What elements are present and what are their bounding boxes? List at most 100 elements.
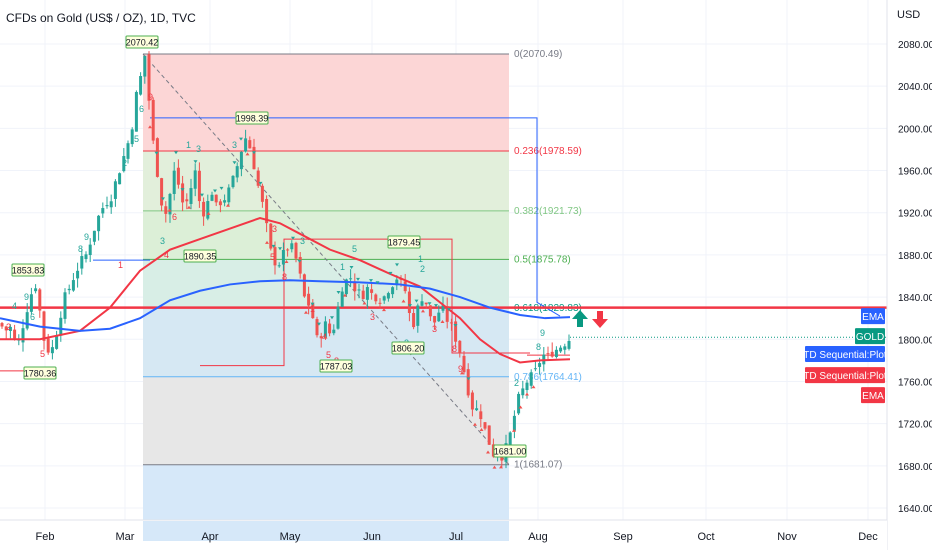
badge-text: EMA — [862, 391, 884, 402]
td-count: 1 — [340, 262, 345, 272]
candle-body — [441, 305, 445, 311]
td-setup-marker — [343, 293, 347, 297]
candle-body — [176, 167, 180, 185]
td-setup-marker — [460, 371, 464, 375]
price-label-box[interactable]: 1890.35 — [183, 249, 217, 263]
candle-body — [71, 280, 75, 291]
price-axis[interactable]: 2080.00 2040.00 2000.00 1960.00 1920.00 1880.… — [886, 0, 932, 550]
candle-body — [105, 205, 109, 207]
td-count: 1 — [310, 304, 315, 314]
price-label-box[interactable]: 1879.45 — [387, 235, 421, 249]
td-setup-marker — [232, 161, 237, 165]
candle-body — [21, 328, 25, 343]
candle-body — [151, 99, 155, 141]
signal-arrows — [572, 310, 608, 328]
fib-level-label: 0.382(1921.73) — [514, 206, 582, 217]
candle-body — [281, 250, 285, 265]
td-setup-marker — [271, 244, 276, 248]
price-annotations: 2465989125693461333583145815312389298122… — [6, 35, 545, 469]
ema-red-line[interactable] — [0, 216, 571, 364]
time-axis[interactable]: Feb Mar Apr May Jun Jul Aug Sep Oct Nov Dec — [0, 519, 887, 550]
td-setup-marker — [174, 151, 178, 155]
candle-body — [118, 173, 122, 185]
candle-body — [298, 256, 302, 274]
td-count: 5 — [352, 244, 357, 254]
td-plot-red-badge[interactable]: TD Sequential:Plot — [803, 367, 887, 384]
candle-body — [34, 288, 38, 292]
candle-body — [80, 256, 84, 269]
candle-body — [424, 302, 428, 305]
td-count: 3 — [272, 224, 277, 234]
td-plot-blue-badge[interactable]: TD Sequential:Plot — [803, 346, 887, 363]
td-count: 3 — [160, 236, 165, 246]
td-setup-marker — [148, 125, 152, 129]
td-setup-marker — [369, 279, 373, 283]
candle-body — [437, 312, 441, 322]
candle-body — [235, 166, 239, 178]
ema-lines — [0, 216, 571, 364]
candle-body — [445, 306, 449, 322]
price-label-box[interactable]: 1806.20 — [391, 341, 425, 355]
candle-body — [420, 301, 424, 306]
candle-body — [46, 338, 50, 353]
candle-body — [0, 323, 4, 327]
candle-body — [370, 289, 374, 293]
gold-symbol-badge[interactable]: GOLD — [855, 328, 885, 345]
ema-red-badge[interactable]: EMA — [861, 387, 885, 404]
time-tick-label: Feb — [36, 531, 55, 543]
candle-body — [239, 151, 243, 170]
price-tick-label: 1640.00 — [898, 504, 932, 515]
td-count: 3 — [300, 236, 305, 246]
candle-body — [273, 247, 277, 266]
td-setup-marker — [473, 422, 477, 426]
td-setup-marker — [278, 247, 282, 251]
td-setup-marker — [258, 181, 263, 185]
fib-level-label: 0.5(1875.78) — [514, 254, 571, 265]
candle-body — [265, 199, 269, 224]
td-count: 1 — [418, 254, 423, 264]
candle-body — [386, 293, 390, 299]
candle-body — [130, 129, 134, 145]
candle-body — [168, 193, 172, 215]
candle-body — [546, 353, 550, 355]
price-tick-label: 2080.00 — [898, 40, 932, 51]
td-plot-red-line — [200, 238, 530, 367]
td-setup-marker — [310, 302, 315, 306]
candle-body — [395, 279, 399, 286]
td-count: 2 — [514, 378, 519, 388]
candle-body — [4, 326, 8, 331]
candle-body — [164, 206, 168, 214]
candle-body — [416, 305, 420, 326]
td-count: 3 — [232, 140, 237, 150]
candle-body — [529, 372, 533, 386]
price-label-text: 1806.20 — [392, 344, 425, 354]
td-setup-marker — [180, 188, 185, 192]
price-label-box[interactable]: 1853.83 — [11, 263, 45, 277]
td-setup-marker — [518, 405, 523, 409]
candle-body — [449, 322, 453, 324]
candle-body — [311, 303, 315, 319]
candle-body — [244, 138, 248, 152]
td-setup-marker — [336, 291, 341, 294]
td-sequential-counts: 246598912569346133358314581531238929812 — [6, 92, 545, 469]
candle-body — [554, 349, 558, 358]
candle-body — [63, 292, 67, 319]
td-setup-marker — [427, 302, 432, 306]
candle-body — [470, 392, 474, 410]
td-setup-marker — [525, 392, 529, 396]
price-label-box[interactable]: 1681.00 — [493, 444, 527, 458]
candle-body — [109, 201, 113, 208]
candle-body — [206, 201, 210, 219]
td-setup-marker — [466, 377, 471, 381]
ema-blue-line[interactable] — [0, 279, 571, 332]
candle-body — [13, 329, 17, 339]
ema-blue-badge[interactable]: EMA — [861, 308, 885, 325]
candle-body — [84, 254, 88, 260]
price-label-box[interactable]: 1998.39 — [235, 111, 269, 125]
fib-level-label: 1(1681.07) — [514, 460, 562, 471]
price-label-box[interactable]: 2070.42 — [125, 35, 159, 49]
td-setup-marker — [161, 197, 165, 201]
price-label-box[interactable]: 1787.03 — [319, 359, 353, 373]
price-label-box[interactable]: 1780.36 — [23, 366, 57, 380]
